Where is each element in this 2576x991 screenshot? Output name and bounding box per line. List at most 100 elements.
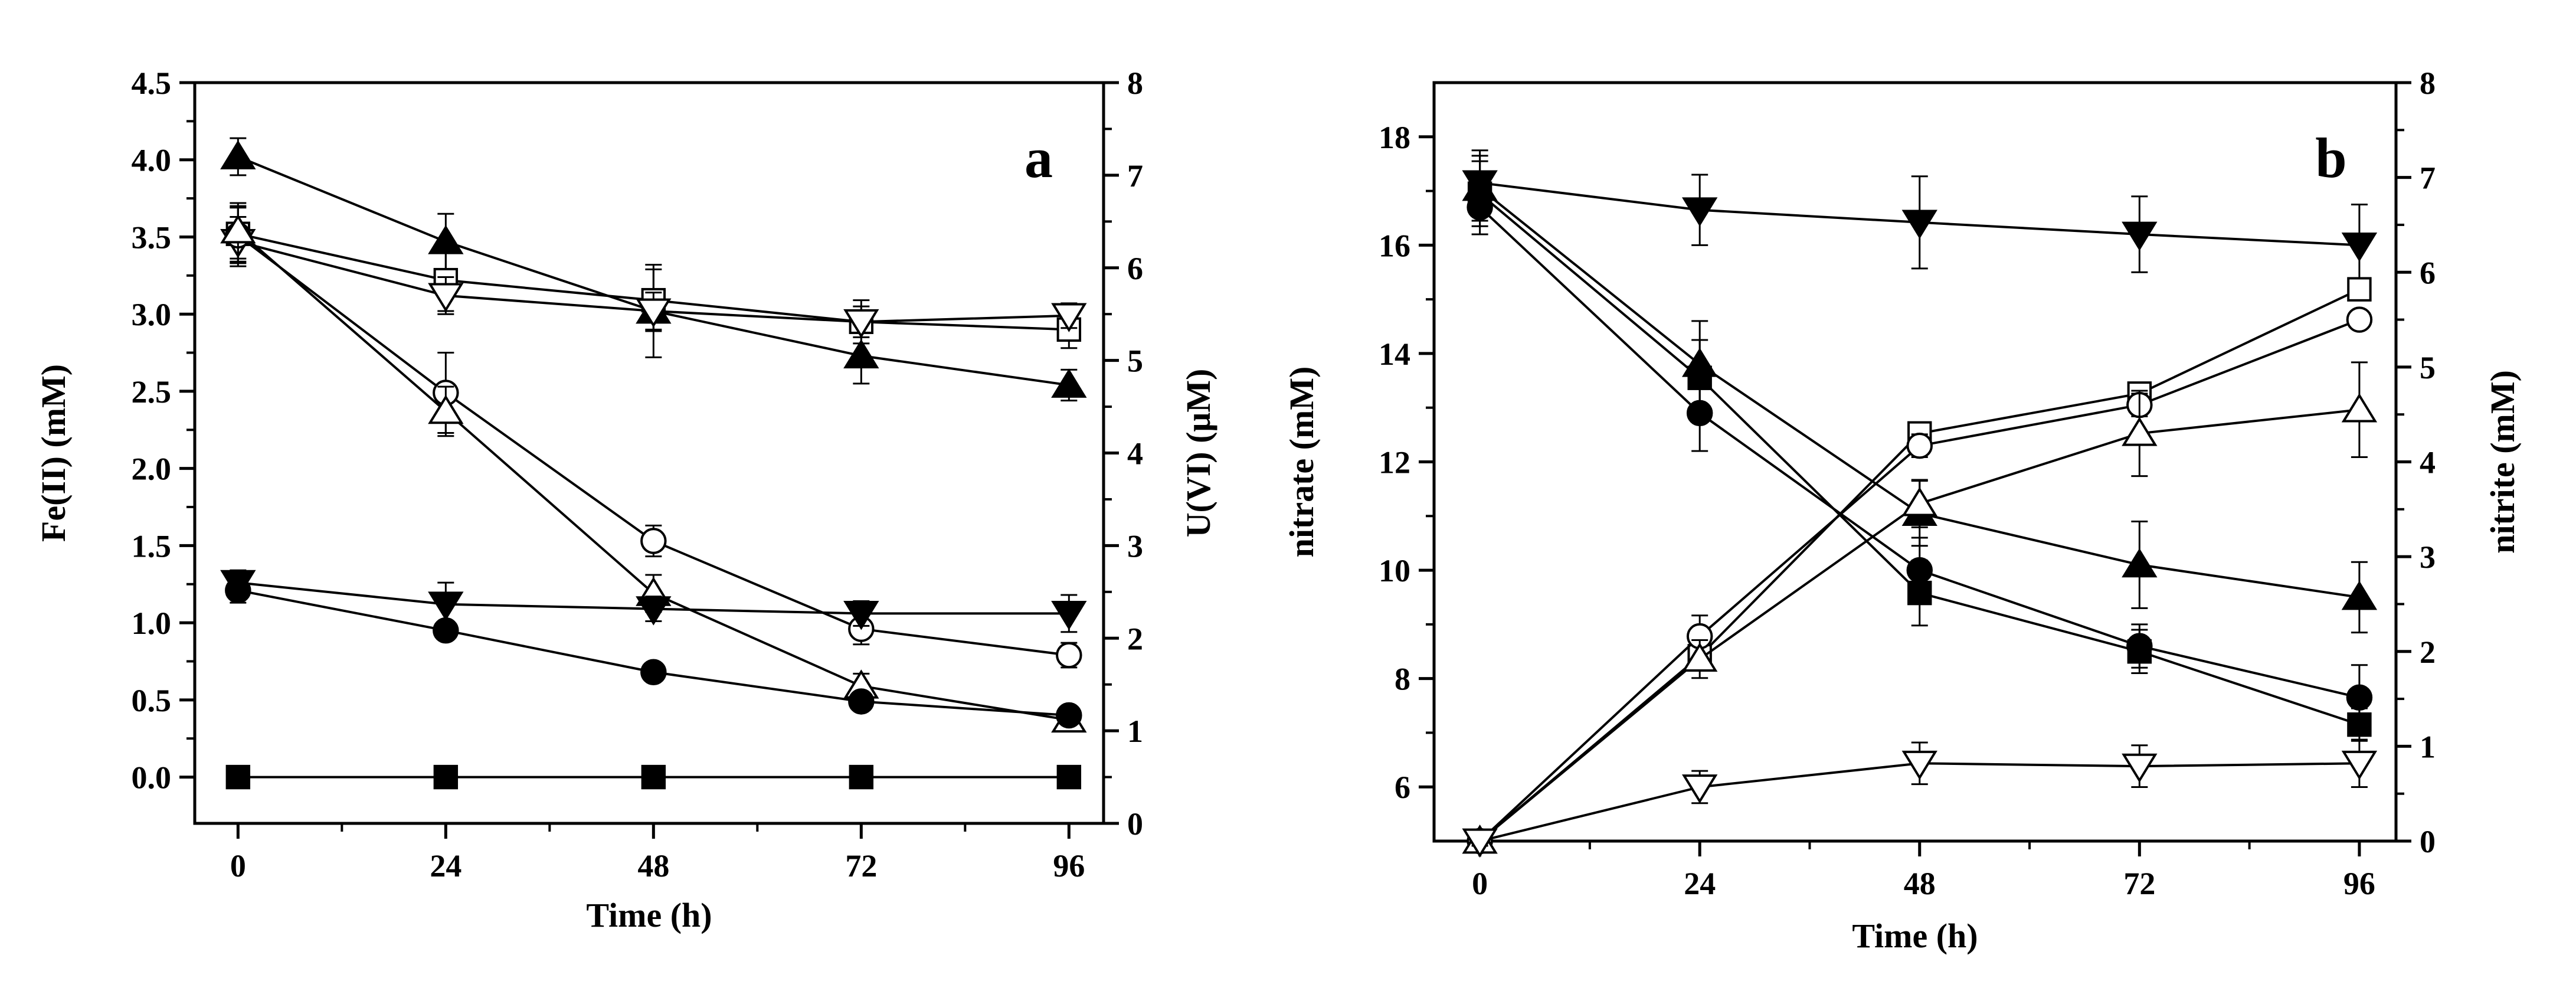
data-point (636, 596, 672, 626)
data-point (428, 283, 464, 312)
y-tick-label: 10 (1379, 553, 1410, 588)
series-line (1479, 192, 2360, 726)
data-point (636, 298, 672, 328)
y2-tick-label: 6 (1127, 251, 1143, 286)
data-point (843, 601, 879, 630)
series-filled-square (225, 764, 1082, 790)
data-point (1901, 487, 1937, 516)
data-point (1682, 774, 1718, 804)
data-point (1906, 432, 1933, 459)
data-point (2122, 417, 2158, 446)
data-point (849, 764, 874, 790)
series-filled-down-triangle (220, 569, 1087, 633)
y2-tick-label: 8 (2420, 66, 2436, 101)
y-tick-label: 0.0 (132, 760, 172, 796)
data-point (2122, 221, 2158, 251)
data-point (1051, 601, 1087, 630)
y2-tick-label: 7 (1127, 158, 1143, 194)
x-tick-label: 48 (1904, 866, 1936, 901)
y2-axis-title: U(VI) (μM) (1179, 369, 1217, 538)
data-point (428, 394, 464, 424)
y-tick-label: 0.5 (132, 683, 172, 718)
panel-letter: a (1024, 126, 1053, 189)
y-tick-label: 14 (1379, 336, 1410, 372)
data-point (220, 140, 256, 169)
data-point (1901, 210, 1937, 239)
data-point (2341, 750, 2378, 780)
x-axis-title: Time (h) (1852, 917, 1978, 955)
x-tick-label: 0 (1472, 866, 1488, 901)
data-point (220, 214, 256, 244)
data-point (1056, 702, 1082, 729)
y2-tick-label: 3 (1127, 528, 1143, 564)
series-filled-down-triangle (1462, 149, 2378, 287)
y-tick-label: 3.0 (132, 297, 172, 332)
y-tick-label: 16 (1379, 228, 1410, 263)
y2-tick-label: 1 (1127, 714, 1143, 749)
data-point (1051, 303, 1087, 332)
y2-tick-label: 2 (1127, 621, 1143, 656)
y2-tick-label: 0 (1127, 806, 1143, 842)
data-point (2341, 232, 2378, 262)
x-tick-label: 72 (2123, 866, 2155, 901)
data-point (225, 577, 251, 604)
data-point (640, 659, 667, 686)
data-point (428, 591, 464, 621)
data-point (1906, 557, 1933, 584)
y-tick-label: 8 (1395, 662, 1410, 697)
x-tick-label: 96 (2343, 866, 2375, 901)
y2-tick-label: 6 (2420, 255, 2436, 290)
data-point (2341, 393, 2378, 423)
y2-axis-title: nitrite (mM) (2483, 370, 2522, 554)
y-axis-title: nitrate (mM) (1282, 367, 1321, 558)
y2-tick-label: 8 (1127, 66, 1143, 101)
y2-tick-label: 3 (2420, 539, 2436, 575)
data-point (2126, 633, 2153, 659)
data-point (1901, 750, 1937, 780)
x-tick-label: 0 (230, 848, 246, 884)
x-tick-label: 72 (845, 848, 877, 884)
y-tick-label: 1.0 (132, 606, 172, 641)
x-tick-label: 24 (1684, 866, 1716, 901)
y-tick-label: 18 (1379, 120, 1410, 155)
data-point (2122, 753, 2158, 783)
plot-frame (1432, 81, 2398, 843)
data-point (433, 617, 459, 644)
y-tick-label: 2.5 (132, 374, 172, 410)
y-tick-label: 4.0 (132, 143, 172, 178)
y-tick-label: 1.5 (132, 528, 172, 564)
y-tick-label: 2.0 (132, 452, 172, 487)
y-axis-title: Fe(II) (mM) (34, 364, 73, 542)
data-point (1462, 828, 1498, 858)
data-point (843, 339, 879, 369)
data-point (1056, 642, 1082, 669)
data-point (2122, 548, 2158, 578)
data-point (1467, 194, 1493, 221)
series-open-down-triangle (1462, 738, 2378, 858)
y2-tick-label: 4 (2420, 445, 2436, 480)
y2-tick-label: 2 (2420, 634, 2436, 670)
data-point (640, 528, 667, 554)
data-point (1056, 764, 1082, 790)
y2-tick-label: 4 (1127, 436, 1143, 472)
y2-tick-label: 5 (2420, 350, 2436, 385)
x-tick-label: 24 (430, 848, 461, 884)
x-tick-label: 96 (1053, 848, 1085, 884)
y2-tick-label: 5 (1127, 344, 1143, 379)
data-point (225, 764, 251, 790)
data-point (641, 764, 666, 790)
data-point (1682, 642, 1718, 672)
y2-tick-label: 7 (2420, 161, 2436, 196)
data-point (2346, 684, 2373, 711)
data-point (1051, 368, 1087, 398)
y2-tick-label: 0 (2420, 824, 2436, 859)
y-tick-label: 4.5 (132, 66, 172, 101)
data-point (2346, 306, 2373, 333)
y-tick-label: 6 (1395, 770, 1410, 805)
panel-a: 0 24 48 72 960.00.51.01.52.02.53.03.54.04.50… (34, 66, 1217, 934)
y-tick-label: 3.5 (132, 220, 172, 255)
data-point (433, 764, 459, 790)
y2-tick-label: 1 (2420, 729, 2436, 764)
